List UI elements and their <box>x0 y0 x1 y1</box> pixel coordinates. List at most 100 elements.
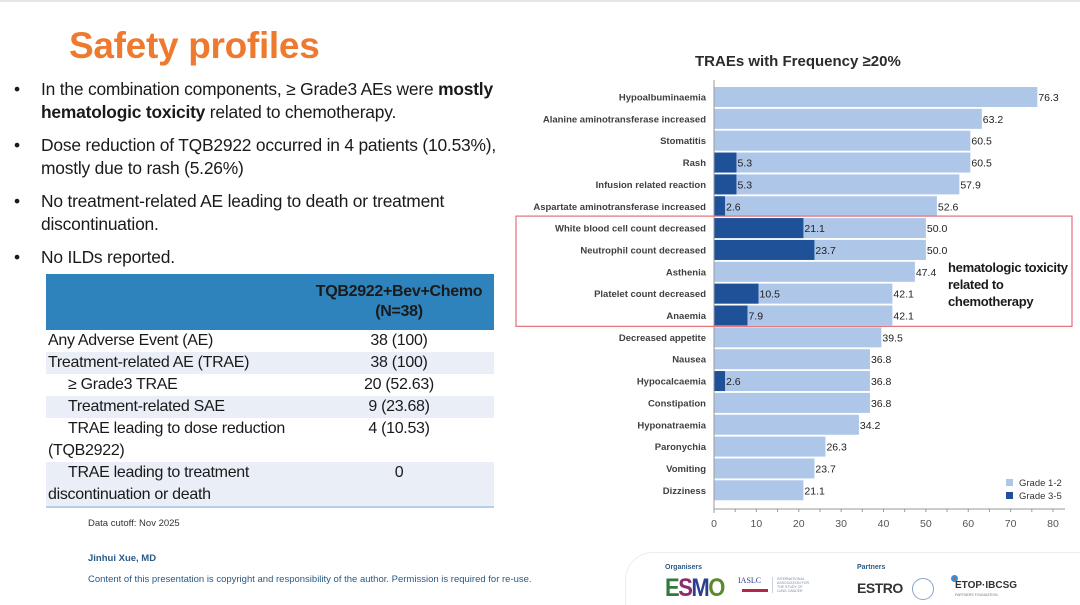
bar-grade-1-2 <box>714 327 882 348</box>
category-label: Infusion related reaction <box>596 180 707 191</box>
bar-grade-1-2 <box>714 261 915 282</box>
data-label-grade-1-2: 23.7 <box>815 463 836 475</box>
iaslc-logo: IASLC <box>738 576 762 585</box>
legend-label-grade-1-2: Grade 1-2 <box>1019 478 1062 489</box>
organisers-label: Organisers <box>665 564 702 571</box>
data-label-grade-1-2: 21.1 <box>804 485 825 497</box>
data-label-grade-1-2: 57.9 <box>960 179 981 191</box>
data-label-grade-1-2: 50.0 <box>927 245 948 257</box>
partners-label: Partners <box>857 564 886 571</box>
slide-title: Safety profiles <box>69 25 320 66</box>
esmo-logo: ESMO <box>665 573 725 602</box>
category-label: Platelet count decreased <box>594 289 706 300</box>
data-label-grade-1-2: 60.5 <box>971 136 992 148</box>
bullet-item: Dose reduction of TQB2922 occurred in 4 … <box>14 134 534 180</box>
bar-grade-3-5 <box>714 152 737 173</box>
ae-summary-table: TQB2922+Bev+Chemo (N=38) Any Adverse Even… <box>46 274 494 508</box>
category-label: Paronychia <box>655 442 707 453</box>
estro-logo: ESTRO <box>857 580 903 596</box>
legend-swatch-grade-1-2 <box>1006 479 1013 486</box>
data-label-grade-1-2: 36.8 <box>871 354 892 366</box>
data-label-grade-1-2: 76.3 <box>1038 92 1059 104</box>
x-tick-label: 10 <box>751 518 763 530</box>
bar-grade-3-5 <box>714 218 804 239</box>
row-label: Any Adverse Event (AE) <box>48 332 214 349</box>
category-label: Aspartate aminotransferase increased <box>533 202 706 213</box>
table-header-row: TQB2922+Bev+Chemo (N=38) <box>46 274 494 330</box>
hematologic-highlight-box <box>515 215 1073 327</box>
legend-swatch-grade-3-5 <box>1006 492 1013 499</box>
data-label-grade-1-2: 39.5 <box>882 332 903 344</box>
data-label-grade-1-2: 63.2 <box>983 114 1004 126</box>
category-label: Hypoalbuminaemia <box>619 93 707 104</box>
bullet-item: No treatment-related AE leading to death… <box>14 190 534 236</box>
row-label: ≥ Grade3 TRAE <box>68 376 178 393</box>
data-label-grade-3-5: 5.3 <box>737 158 752 170</box>
bar-grade-1-2 <box>714 349 870 370</box>
category-label: Nausea <box>672 355 707 366</box>
author-name: Jinhui Xue, MD <box>88 553 157 564</box>
data-label-grade-1-2: 52.6 <box>938 201 959 213</box>
partner-emblem-logo <box>912 578 934 600</box>
category-label: Anaemia <box>666 311 706 322</box>
data-label-grade-1-2: 47.4 <box>916 267 937 279</box>
row-label: Treatment-related SAE <box>46 396 304 418</box>
row-label: Treatment-related AE (TRAE) <box>46 352 304 374</box>
bar-grade-1-2 <box>714 130 971 151</box>
data-label-grade-1-2: 42.1 <box>893 311 914 323</box>
category-label: Dizziness <box>663 486 706 497</box>
category-label: Asthenia <box>666 267 707 278</box>
data-label-grade-3-5: 2.6 <box>726 201 741 213</box>
bar-grade-1-2 <box>714 414 859 435</box>
bullet-item: In the combination components, ≥ Grade3 … <box>14 78 534 124</box>
category-label: Rash <box>683 158 706 169</box>
bar-grade-1-2 <box>714 305 893 326</box>
data-label-grade-1-2: 36.8 <box>871 398 892 410</box>
row-value: 38 (100) <box>304 352 494 374</box>
etop-ibcsg-logo: ETOP·IBCSG <box>955 580 1018 591</box>
bar-grade-3-5 <box>714 174 737 195</box>
data-label-grade-1-2: 42.1 <box>893 289 914 301</box>
category-label: Alanine aminotransferase increased <box>543 114 706 125</box>
table-row: Any Adverse Event (AE) 38 (100) <box>46 330 494 352</box>
bar-grade-1-2 <box>714 371 870 392</box>
row-value: 38 (100) <box>370 332 428 349</box>
x-tick-label: 20 <box>793 518 805 530</box>
copyright-notice: Content of this presentation is copyrigh… <box>88 574 532 585</box>
table-row: TRAE leading to treatment discontinuation… <box>46 462 494 508</box>
category-label: Neutrophil count decreased <box>580 245 706 256</box>
bar-grade-1-2 <box>714 108 982 129</box>
bar-grade-1-2 <box>714 174 960 195</box>
bar-grade-1-2 <box>714 480 804 501</box>
iaslc-logo-mark <box>742 589 768 592</box>
category-label: White blood cell count decreased <box>555 224 706 235</box>
data-label-grade-3-5: 2.6 <box>726 376 741 388</box>
top-divider <box>0 0 1080 2</box>
data-label-grade-3-5: 5.3 <box>737 179 752 191</box>
row-value: 9 (23.68) <box>304 396 494 418</box>
data-label-grade-1-2: 26.3 <box>826 442 847 454</box>
x-tick-label: 50 <box>920 518 932 530</box>
data-label-grade-1-2: 34.2 <box>860 420 881 432</box>
data-label-grade-3-5: 10.5 <box>759 289 780 301</box>
row-value: 4 (10.53) <box>368 420 430 437</box>
category-label: Stomatitis <box>660 136 706 147</box>
bar-grade-1-2 <box>714 152 971 173</box>
bar-grade-3-5 <box>714 283 759 304</box>
row-label: TRAE leading to dose reduction (TQB2922) <box>48 420 285 459</box>
x-tick-label: 40 <box>878 518 890 530</box>
data-label-grade-3-5: 7.9 <box>748 311 763 323</box>
data-label-grade-3-5: 23.7 <box>815 245 836 257</box>
data-label-grade-1-2: 60.5 <box>971 158 992 170</box>
table-header-blank <box>46 274 304 330</box>
x-tick-label: 0 <box>711 518 717 530</box>
row-label: TRAE leading to treatment discontinuation… <box>46 462 304 508</box>
bar-grade-1-2 <box>714 87 1038 107</box>
category-label: Hypocalcaemia <box>637 377 707 388</box>
table-row: TRAE leading to dose reduction (TQB2922) … <box>46 418 494 462</box>
sponsor-logo-panel <box>625 552 1080 605</box>
bar-grade-1-2 <box>714 392 870 413</box>
x-tick-label: 60 <box>962 518 974 530</box>
x-tick-label: 30 <box>835 518 847 530</box>
